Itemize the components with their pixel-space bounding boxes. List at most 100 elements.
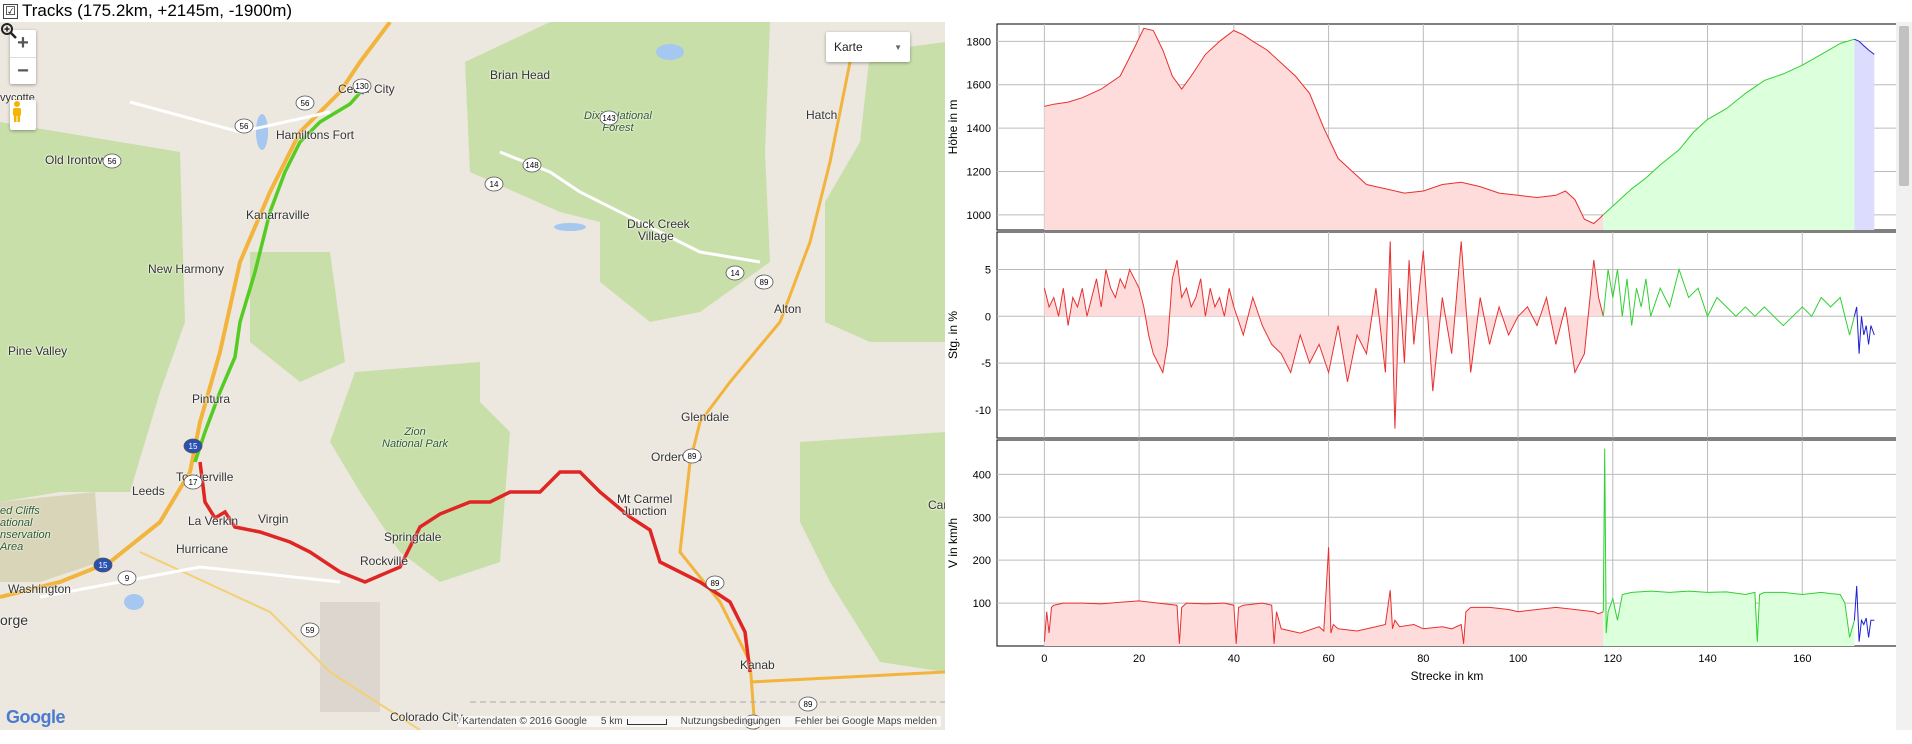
label-cedar-city: Cedar City (338, 82, 395, 96)
label-brian-head: Brian Head (490, 68, 551, 82)
y-tick-label: 300 (973, 512, 991, 524)
y-axis-label: Stg. in % (946, 311, 960, 359)
label-toquerville: Toquerville (176, 470, 234, 484)
map-data-attribution: Kartendaten © 2016 Google (462, 716, 587, 727)
y-tick-label: 100 (973, 598, 991, 610)
map-attribution-bar: Kartendaten © 2016 Google 5 km Nutzungsb… (458, 716, 941, 727)
x-tick-label: 120 (1604, 653, 1622, 665)
page-scrollbar[interactable] (1896, 22, 1912, 730)
y-tick-label: 200 (973, 555, 991, 567)
x-tick-label: 0 (1041, 653, 1047, 665)
tracks-header: ☑ Tracks (175.2km, +2145m, -1900m) (0, 0, 292, 22)
series-line-2 (1602, 267, 1855, 336)
series-line-3 (1854, 38, 1875, 55)
series-area-1 (1044, 547, 1604, 646)
y-tick-label: 1000 (967, 210, 991, 222)
label-rockville: Rockville (360, 554, 409, 568)
label-la-verkin: La Verkin (188, 514, 239, 528)
label-red-cliffs: ed Cliffs ational nservation Area (0, 505, 51, 553)
label-zion-line2: National Park (382, 438, 449, 450)
label-virgin: Virgin (258, 512, 289, 526)
tracks-title: Tracks (175.2km, +2145m, -1900m) (22, 1, 293, 20)
y-tick-label: 1400 (967, 123, 991, 135)
series-line-2 (1602, 448, 1855, 642)
x-tick-label: 80 (1417, 653, 1429, 665)
label-dixie-line2: Forest (602, 122, 634, 134)
scale-bar: 5 km (601, 716, 667, 727)
x-tick-label: 100 (1509, 653, 1527, 665)
label-leeds: Leeds (132, 484, 165, 498)
label-kanarraville: Kanarraville (246, 208, 310, 222)
label-mt-carmel: Mt Carmel (617, 492, 673, 506)
plot-frame (996, 231, 1898, 439)
pegman-figure (13, 101, 21, 122)
label-junction: Junction (622, 504, 667, 518)
magnifier-icon[interactable] (0, 22, 18, 40)
series-line-3 (1853, 585, 1875, 642)
label-pintura: Pintura (192, 392, 231, 406)
label-duck-creek: Duck Creek (627, 217, 690, 231)
label-alton: Alton (774, 302, 802, 316)
google-logo: Google (6, 707, 66, 727)
map-view[interactable]: Cedar City Hamiltons Fort Old Irontown K… (0, 22, 945, 730)
pegman-icon[interactable] (10, 100, 36, 130)
forest-area-west (0, 122, 185, 502)
series-line-1 (1043, 241, 1604, 429)
y-axis-label: Höhe in m (946, 100, 960, 155)
y-tick-label: 1200 (967, 166, 991, 178)
tracks-checkbox[interactable]: ☑ (3, 3, 18, 19)
y-tick-label: 5 (985, 264, 991, 276)
track-red (198, 461, 752, 673)
series-area-2 (1603, 39, 1855, 231)
label-village: Village (638, 229, 674, 243)
zoom-divider (10, 57, 36, 58)
zoom-in-button[interactable]: + (17, 32, 29, 54)
label-red-cliffs-line1: ed Cliffs (0, 505, 40, 517)
label-springdale: Springdale (384, 530, 442, 544)
label-red-cliffs-line3: nservation (0, 529, 51, 541)
y-tick-label: -5 (981, 358, 991, 370)
x-tick-label: 140 (1698, 653, 1716, 665)
red-cliffs-area (0, 492, 100, 582)
zion-park-area (330, 362, 510, 582)
x-tick-label: 160 (1793, 653, 1811, 665)
scrollbar-thumb[interactable] (1899, 26, 1909, 186)
label-dixie-line1: Dixie National (584, 110, 652, 122)
chart-panel-1: 1000 1200 1400 1600 1800 Höhe in m (946, 23, 1898, 231)
x-tick-label: 20 (1133, 653, 1145, 665)
forest-area-ridge (250, 252, 345, 382)
y-tick-label: 1600 (967, 80, 991, 92)
label-kanab: Kanab (740, 658, 775, 672)
y-tick-label: 400 (973, 469, 991, 481)
y-tick-label: 1800 (967, 36, 991, 48)
chart-panel-2: -10 -5 0 5 Stg. in % (946, 231, 1898, 439)
label-zion-line1: Zion (404, 426, 426, 438)
zoom-out-button[interactable]: − (17, 60, 29, 82)
map-type-dropdown[interactable]: Karte ▼ (826, 32, 910, 62)
series-line-3 (1853, 306, 1875, 354)
x-tick-label: 40 (1228, 653, 1240, 665)
label-red-cliffs-line2: ational (0, 517, 33, 529)
forest-area-east (825, 42, 945, 342)
series-line-2 (1602, 38, 1855, 216)
series-area-1 (1044, 241, 1604, 429)
label-can: Can (928, 498, 945, 512)
label-hatch: Hatch (806, 108, 838, 122)
y-axis-label: V in km/h (946, 518, 960, 568)
x-tick-label: 60 (1322, 653, 1334, 665)
label-glendale: Glendale (681, 410, 730, 424)
label-colorado-city: Colorado City (390, 710, 463, 724)
series-area-2 (1603, 448, 1855, 646)
map-canvas (0, 22, 945, 730)
label-pine-valley: Pine Valley (8, 344, 68, 358)
terms-link[interactable]: Nutzungsbedingungen (680, 716, 781, 727)
label-washington: Washington (8, 582, 71, 596)
label-hamiltons-fort: Hamiltons Fort (276, 128, 355, 142)
forest-area-southeast (800, 432, 945, 672)
scale-label: 5 km (600, 716, 623, 727)
series-line-1 (1044, 27, 1604, 225)
label-hurricane: Hurricane (176, 542, 229, 556)
zoom-control: + − (10, 30, 36, 84)
report-error-link[interactable]: Fehler bei Google Maps melden (794, 716, 937, 727)
